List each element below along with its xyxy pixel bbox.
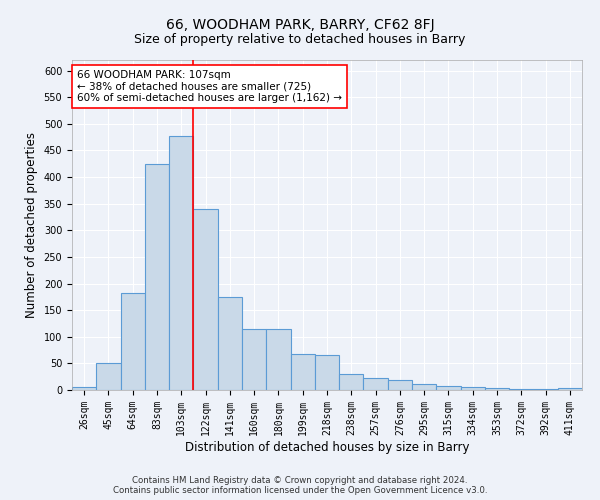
- Bar: [364, 378, 388, 390]
- Bar: [436, 386, 461, 390]
- Bar: [290, 354, 315, 390]
- X-axis label: Distribution of detached houses by size in Barry: Distribution of detached houses by size …: [185, 440, 469, 454]
- Bar: [193, 209, 218, 390]
- Bar: [485, 388, 509, 390]
- Text: 66, WOODHAM PARK, BARRY, CF62 8FJ: 66, WOODHAM PARK, BARRY, CF62 8FJ: [166, 18, 434, 32]
- Bar: [242, 329, 266, 390]
- Bar: [96, 364, 121, 390]
- Bar: [218, 297, 242, 390]
- Text: 66 WOODHAM PARK: 107sqm
← 38% of detached houses are smaller (725)
60% of semi-d: 66 WOODHAM PARK: 107sqm ← 38% of detache…: [77, 70, 342, 103]
- Bar: [121, 293, 145, 390]
- Bar: [266, 329, 290, 390]
- Bar: [412, 384, 436, 390]
- Bar: [169, 136, 193, 390]
- Bar: [339, 374, 364, 390]
- Y-axis label: Number of detached properties: Number of detached properties: [25, 132, 38, 318]
- Bar: [388, 380, 412, 390]
- Bar: [315, 356, 339, 390]
- Text: Size of property relative to detached houses in Barry: Size of property relative to detached ho…: [134, 32, 466, 46]
- Bar: [145, 164, 169, 390]
- Bar: [558, 388, 582, 390]
- Bar: [509, 389, 533, 390]
- Bar: [72, 388, 96, 390]
- Text: Contains HM Land Registry data © Crown copyright and database right 2024.
Contai: Contains HM Land Registry data © Crown c…: [113, 476, 487, 495]
- Bar: [461, 388, 485, 390]
